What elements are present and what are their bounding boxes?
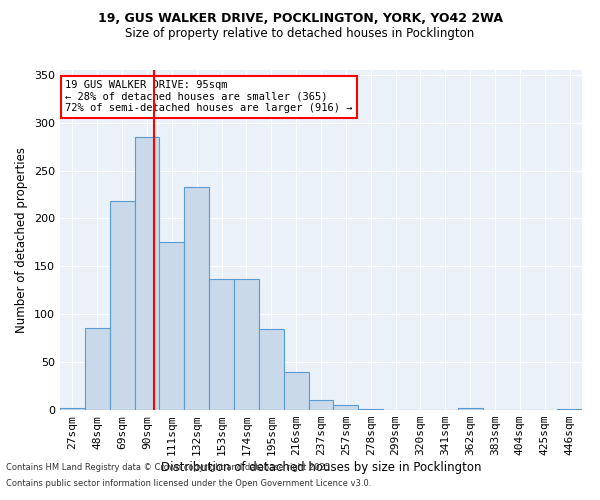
Text: 19 GUS WALKER DRIVE: 95sqm
← 28% of detached houses are smaller (365)
72% of sem: 19 GUS WALKER DRIVE: 95sqm ← 28% of deta… <box>65 80 353 114</box>
Bar <box>308 400 334 410</box>
Text: 19, GUS WALKER DRIVE, POCKLINGTON, YORK, YO42 2WA: 19, GUS WALKER DRIVE, POCKLINGTON, YORK,… <box>97 12 503 26</box>
Y-axis label: Number of detached properties: Number of detached properties <box>16 147 28 333</box>
Bar <box>85 328 110 410</box>
Bar <box>160 242 184 410</box>
Text: Contains public sector information licensed under the Open Government Licence v3: Contains public sector information licen… <box>6 478 371 488</box>
Text: Size of property relative to detached houses in Pocklington: Size of property relative to detached ho… <box>125 28 475 40</box>
Bar <box>60 408 85 410</box>
Text: Contains HM Land Registry data © Crown copyright and database right 2025.: Contains HM Land Registry data © Crown c… <box>6 464 332 472</box>
Bar <box>184 187 209 410</box>
X-axis label: Distribution of detached houses by size in Pocklington: Distribution of detached houses by size … <box>161 461 481 474</box>
Bar <box>458 408 482 410</box>
Bar <box>259 328 284 410</box>
Bar <box>134 137 160 410</box>
Bar <box>284 372 308 410</box>
Bar <box>334 405 358 410</box>
Bar <box>234 279 259 410</box>
Bar <box>557 409 582 410</box>
Bar <box>358 409 383 410</box>
Bar <box>110 201 134 410</box>
Bar <box>209 279 234 410</box>
